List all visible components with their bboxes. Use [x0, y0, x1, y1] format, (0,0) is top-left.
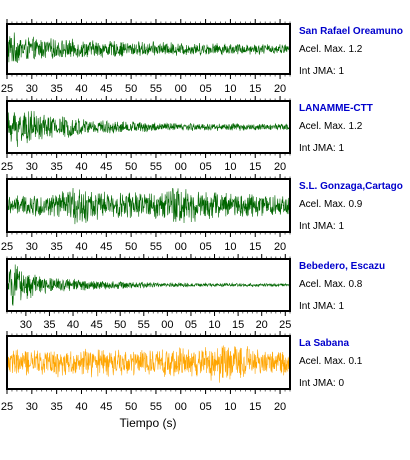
tick-label: 30: [26, 83, 38, 95]
tick-label: 35: [43, 319, 55, 331]
tick-label: 40: [75, 241, 87, 253]
tick-label: 45: [100, 401, 112, 413]
tick-label: 15: [249, 241, 261, 253]
tick-label: 10: [224, 401, 236, 413]
trace-5: [7, 345, 290, 383]
panel-frame-3: [6, 178, 291, 233]
panel-frame-5: [6, 335, 291, 390]
max-acceleration-3: Acel. Max. 0.9: [299, 199, 363, 210]
tick-label: 25: [279, 319, 291, 331]
tick-label: 25: [1, 241, 13, 253]
tick-label: 20: [274, 241, 286, 253]
tick-label: 35: [51, 241, 63, 253]
tick-label: 10: [224, 161, 236, 173]
tick-label: 55: [150, 401, 162, 413]
tick-label: 20: [274, 83, 286, 95]
tick-label: 55: [150, 161, 162, 173]
tick-label: 55: [150, 83, 162, 95]
tick-label: 30: [26, 401, 38, 413]
tick-label: 30: [26, 241, 38, 253]
tick-label: 15: [232, 319, 244, 331]
tick-label: 55: [138, 319, 150, 331]
trace-2: [7, 110, 290, 147]
tick-label: 15: [249, 401, 261, 413]
tick-label: 05: [199, 161, 211, 173]
tick-label: 05: [199, 401, 211, 413]
tick-label: 45: [100, 241, 112, 253]
trace-1: [7, 32, 290, 63]
tick-label: 00: [175, 241, 187, 253]
tick-label: 20: [256, 319, 268, 331]
tick-label: 10: [224, 83, 236, 95]
tick-label: 00: [175, 83, 187, 95]
x-axis-title: Tiempo (s): [120, 416, 177, 430]
station-name-4: Bebedero, Escazu: [299, 261, 385, 272]
tick-label: 20: [274, 401, 286, 413]
max-acceleration-5: Acel. Max. 0.1: [299, 356, 363, 367]
tick-label: 50: [125, 161, 137, 173]
jma-intensity-4: Int JMA: 1: [299, 301, 344, 312]
tick-label: 00: [175, 161, 187, 173]
tick-label: 05: [199, 241, 211, 253]
panel-frame-2: [6, 100, 291, 154]
tick-label: 45: [90, 319, 102, 331]
tick-label: 35: [51, 401, 63, 413]
tick-label: 50: [114, 319, 126, 331]
tick-label: 35: [51, 161, 63, 173]
tick-label: 50: [125, 83, 137, 95]
tick-label: 40: [75, 401, 87, 413]
jma-intensity-2: Int JMA: 1: [299, 143, 344, 154]
tick-label: 30: [20, 319, 32, 331]
tick-label: 00: [161, 319, 173, 331]
tick-label: 25: [1, 83, 13, 95]
jma-intensity-1: Int JMA: 1: [299, 66, 344, 77]
tick-label: 35: [51, 83, 63, 95]
tick-label: 25: [1, 161, 13, 173]
tick-label: 15: [249, 83, 261, 95]
tick-label: 40: [75, 83, 87, 95]
tick-label: 30: [26, 161, 38, 173]
tick-label: 00: [175, 401, 187, 413]
station-name-3: S.L. Gonzaga,Cartago: [299, 181, 403, 192]
trace-4: [7, 264, 290, 306]
max-acceleration-1: Acel. Max. 1.2: [299, 44, 363, 55]
tick-label: 55: [150, 241, 162, 253]
station-name-5: La Sabana: [299, 338, 349, 349]
tick-label: 05: [199, 83, 211, 95]
panel-frame-1: [6, 23, 291, 75]
station-name-1: San Rafael Oreamuno: [299, 26, 403, 37]
tick-label: 15: [249, 161, 261, 173]
tick-label: 45: [100, 161, 112, 173]
jma-intensity-5: Int JMA: 0: [299, 378, 344, 389]
tick-label: 10: [224, 241, 236, 253]
tick-label: 20: [274, 161, 286, 173]
tick-label: 10: [208, 319, 220, 331]
trace-3: [7, 187, 290, 225]
tick-label: 50: [125, 401, 137, 413]
tick-label: 05: [185, 319, 197, 331]
tick-label: 50: [125, 241, 137, 253]
panels-layer: 25 30 35 40 45 50 55 00 05 10 15 20 San Rafael Oream…: [1, 19, 403, 413]
station-name-2: LANAMME-CTT: [299, 103, 373, 114]
jma-intensity-3: Int JMA: 1: [299, 221, 344, 232]
tick-label: 25: [1, 401, 13, 413]
max-acceleration-4: Acel. Max. 0.8: [299, 279, 363, 290]
tick-label: 40: [67, 319, 79, 331]
tick-label: 40: [75, 161, 87, 173]
max-acceleration-2: Acel. Max. 1.2: [299, 121, 363, 132]
tick-label: 45: [100, 83, 112, 95]
